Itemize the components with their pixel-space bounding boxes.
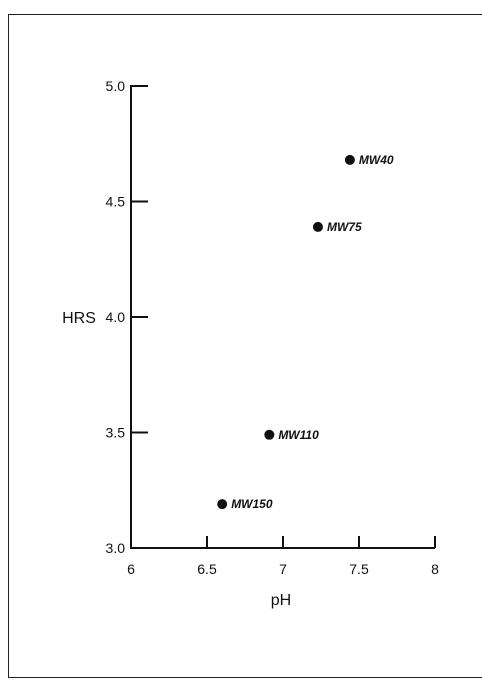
x-tick-label: 7.5 bbox=[349, 561, 369, 577]
point-label: MW110 bbox=[278, 428, 319, 442]
y-axis-title: HRS bbox=[62, 310, 96, 327]
x-axis-ticks: 6 6.5 7 7.5 8 bbox=[127, 536, 439, 577]
x-tick-label: 6 bbox=[127, 561, 135, 577]
x-axis-title: pH bbox=[271, 592, 291, 609]
x-tick-label: 6.5 bbox=[197, 561, 217, 577]
y-tick-label: 4.5 bbox=[106, 194, 126, 210]
scatter-point bbox=[264, 429, 275, 440]
point-label: MW150 bbox=[231, 497, 273, 511]
chart-frame bbox=[8, 14, 482, 678]
y-tick-label: 4.0 bbox=[106, 309, 126, 325]
x-tick-label: 7 bbox=[279, 561, 287, 577]
y-tick-label: 3.0 bbox=[106, 540, 126, 556]
point-label: MW40 bbox=[359, 153, 394, 167]
scatter-point bbox=[217, 499, 228, 510]
x-tick-label: 8 bbox=[431, 561, 439, 577]
y-axis-ticks: 3.0 3.5 4.0 4.5 5.0 bbox=[106, 78, 148, 556]
scatter-point bbox=[312, 221, 323, 232]
y-tick-label: 3.5 bbox=[106, 425, 126, 441]
point-label: MW75 bbox=[327, 220, 362, 234]
scatter-point bbox=[344, 154, 355, 165]
y-tick-label: 5.0 bbox=[106, 78, 126, 94]
data-points: MW40 MW75 MW110 MW150 bbox=[217, 153, 394, 511]
